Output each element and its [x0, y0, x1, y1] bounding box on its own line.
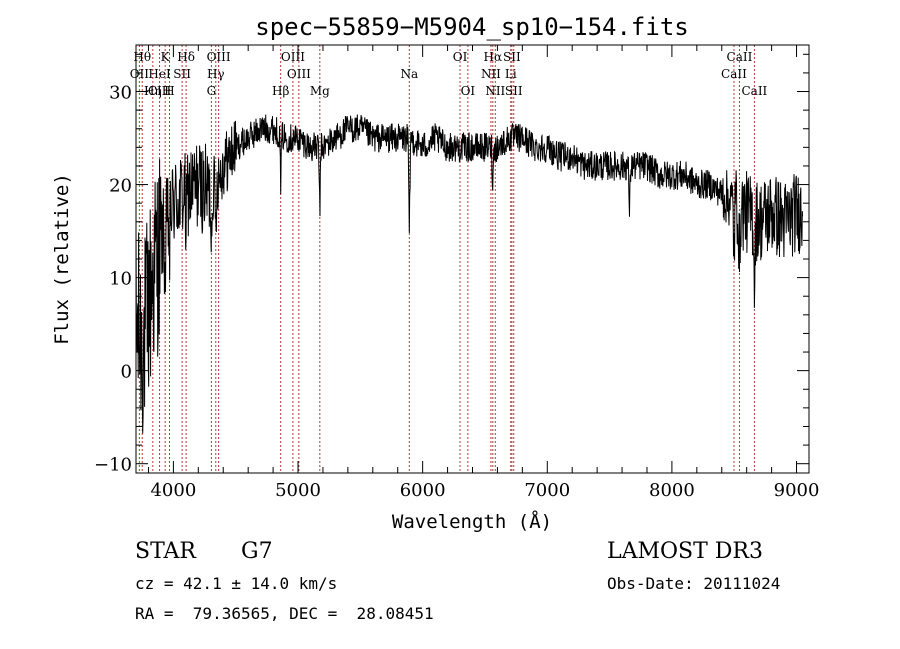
y-axis-label: Flux (relative)	[51, 173, 73, 345]
x-axis: 4000 5000 6000 7000 8000 9000	[147, 45, 820, 501]
x-tick-label: 8000	[649, 480, 695, 501]
line-marker-label: H	[164, 84, 174, 98]
line-marker-label: OI	[461, 84, 476, 98]
line-marker-label: SII	[505, 84, 523, 98]
line-marker-label: K	[161, 50, 171, 64]
line-marker-label: HeI	[148, 67, 171, 81]
x-tick-label: 6000	[400, 480, 446, 501]
x-axis-label: Wavelength (Å)	[392, 510, 552, 533]
line-marker-label: OI	[453, 50, 468, 64]
x-tick-label: 9000	[774, 480, 820, 501]
spectrum-line	[135, 114, 804, 434]
line-marker-label: SII	[503, 50, 521, 64]
line-marker-label: Hβ	[272, 84, 289, 98]
line-marker-label: CaII	[721, 67, 747, 81]
line-marker-label: Hη	[144, 84, 162, 98]
x-tick-label: 7000	[524, 480, 570, 501]
line-marker-label: CaII	[727, 50, 753, 64]
line-marker-label: Hα	[484, 50, 503, 64]
line-marker-label: OIII	[287, 67, 311, 81]
line-marker-label: G	[207, 84, 217, 98]
y-axis: −10 0 10 20 30	[94, 53, 809, 476]
y-tick-label: 30	[109, 83, 132, 104]
line-marker-label: OII	[130, 67, 150, 81]
line-marker-label: Na	[400, 67, 418, 81]
object-class: STAR	[135, 539, 197, 564]
obs-date-line: Obs-Date: 20111024	[607, 574, 780, 593]
line-marker-label: OIII	[207, 50, 231, 64]
survey-name: LAMOST DR3	[607, 539, 763, 564]
x-tick-label: 4000	[150, 480, 196, 501]
redshift-line: cz = 42.1 ± 14.0 km/s	[135, 574, 337, 593]
y-tick-label: −10	[94, 455, 132, 476]
line-marker-label: Hδ	[177, 50, 195, 64]
object-subclass: G7	[241, 539, 273, 564]
line-marker-label: CaII	[741, 84, 767, 98]
line-marker-label: Mg	[310, 84, 330, 98]
y-tick-label: 20	[109, 176, 132, 197]
x-tick-label: 5000	[275, 480, 321, 501]
chart-title: spec−55859−M5904_sp10−154.fits	[255, 13, 688, 41]
line-marker-label: CIII	[148, 84, 172, 98]
y-tick-label: 0	[121, 362, 132, 383]
line-marker-label: SII	[173, 67, 191, 81]
line-marker-label: NII	[485, 84, 505, 98]
line-marker-label: Hγ	[207, 67, 225, 81]
line-marker-label: Li	[505, 67, 517, 81]
y-tick-label: 10	[109, 269, 132, 290]
line-marker-label: NII	[481, 67, 501, 81]
line-marker-label: OIII	[281, 50, 305, 64]
coords-line: RA = 79.36565, DEC = 28.08451	[135, 604, 434, 623]
line-marker-label: Hθ	[133, 50, 151, 64]
